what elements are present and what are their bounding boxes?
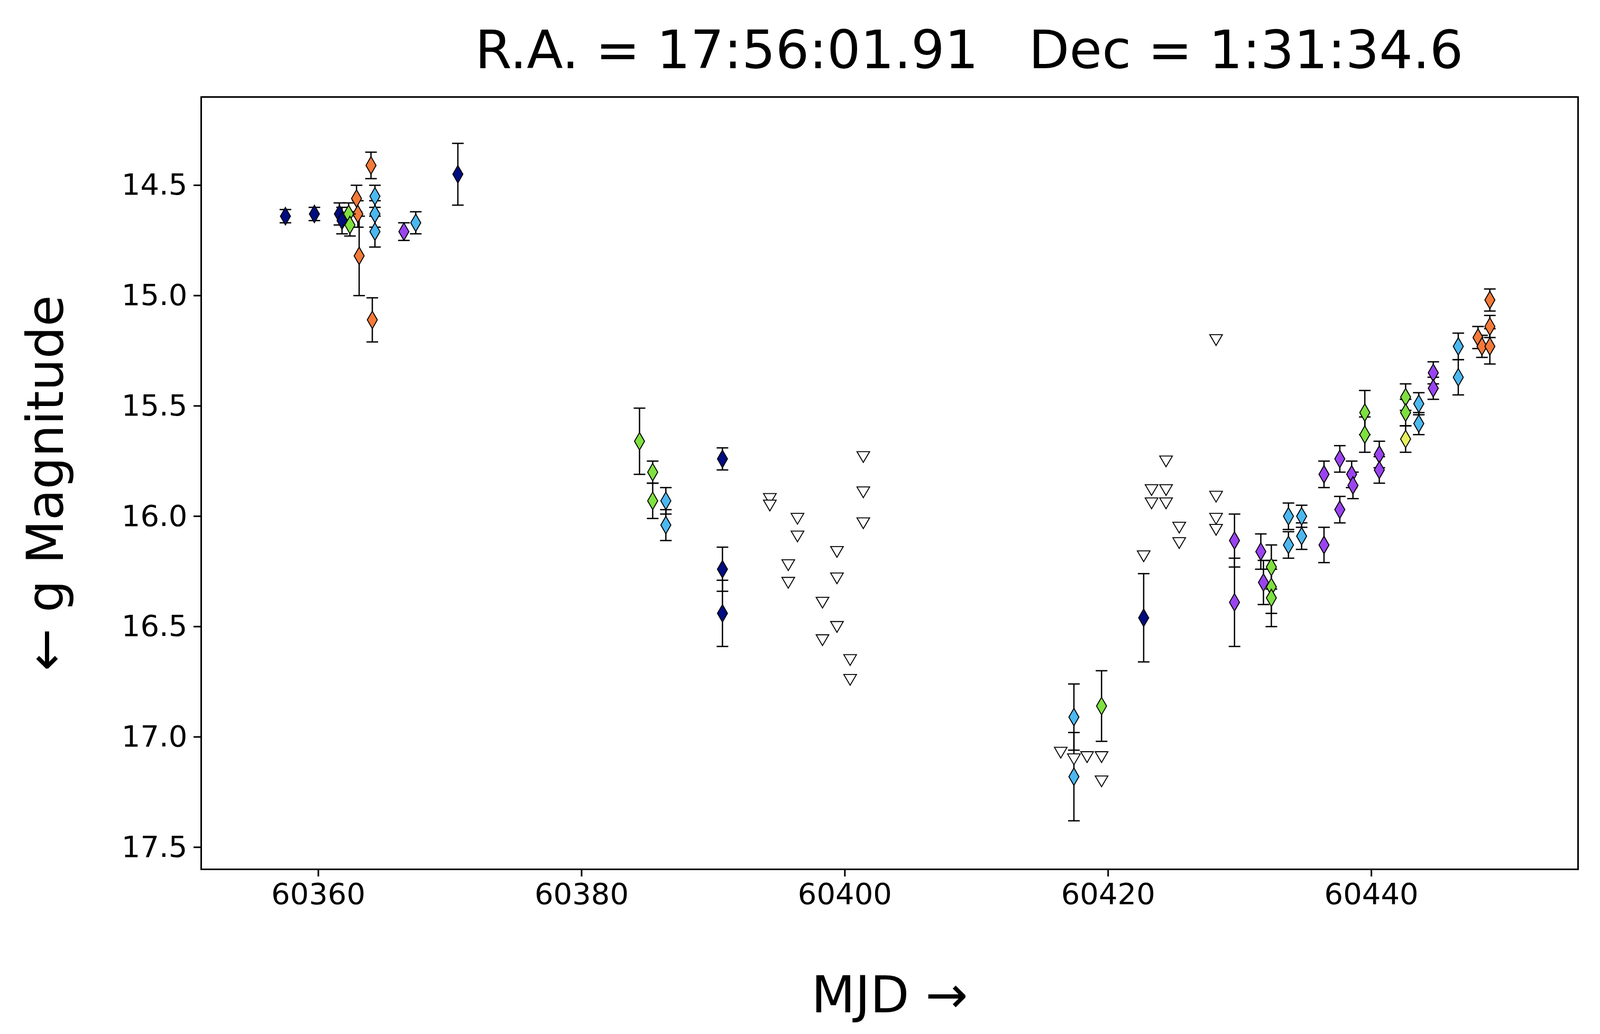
- svg-text:16.5: 16.5: [121, 608, 188, 643]
- svg-text:17.5: 17.5: [121, 829, 188, 864]
- svg-text:15.5: 15.5: [121, 388, 188, 423]
- svg-text:60420: 60420: [1061, 876, 1156, 912]
- svg-text:60360: 60360: [271, 876, 366, 912]
- html-text:R.A. = 17:56:01.91 Dec = 1:31:: R.A. = 17:56:01.91 Dec = 1:31:34.6: [475, 19, 1464, 81]
- svg-text:60440: 60440: [1324, 876, 1419, 912]
- svg-text:60400: 60400: [797, 876, 893, 912]
- svg-text:MJD →: MJD →: [811, 965, 968, 1025]
- svg-text:14.5: 14.5: [121, 167, 188, 202]
- svg-text:60380: 60380: [534, 876, 629, 912]
- svg-text:15.0: 15.0: [121, 277, 188, 312]
- svg-text:17.0: 17.0: [121, 719, 188, 754]
- svg-text:16.0: 16.0: [121, 498, 188, 533]
- svg-text:← g Magnitude: ← g Magnitude: [15, 295, 76, 672]
